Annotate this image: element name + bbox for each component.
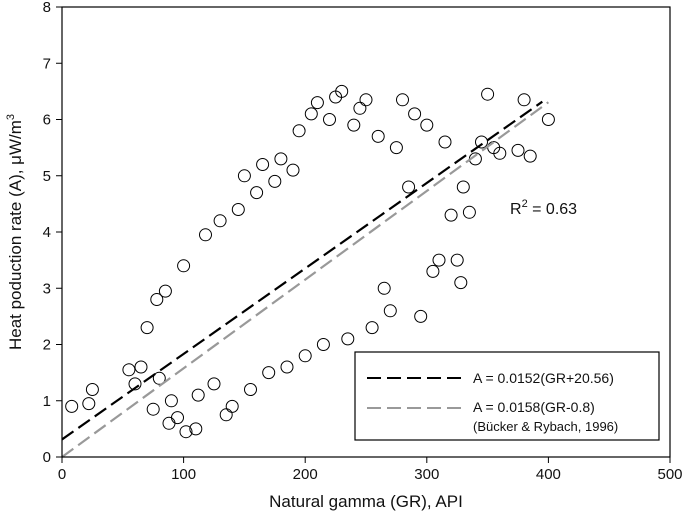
x-tick-label: 0: [58, 466, 66, 483]
x-tick-label: 300: [414, 466, 439, 483]
r-squared-annotation: R2 = 0.63: [510, 198, 577, 218]
data-point: [408, 107, 422, 121]
fit-line-gray: [61, 101, 550, 458]
data-point: [511, 143, 525, 157]
data-point: [541, 113, 555, 126]
data-point: [365, 321, 379, 335]
data-point: [310, 96, 324, 110]
data-point: [150, 293, 164, 306]
y-tick-label: 1: [43, 393, 51, 410]
y-tick-label: 5: [43, 168, 51, 185]
data-point: [179, 425, 193, 439]
data-point: [268, 174, 282, 188]
data-point: [359, 93, 373, 107]
legend-label-gray-note: (Bücker & Rybach, 1996): [473, 419, 618, 434]
data-point: [389, 141, 403, 155]
data-point: [225, 399, 239, 413]
data-point: [146, 402, 160, 416]
data-point: [199, 228, 212, 242]
data-point: [316, 338, 330, 351]
y-tick-label: 8: [43, 0, 51, 16]
data-point: [456, 180, 470, 194]
data-point: [280, 360, 294, 374]
data-point: [134, 360, 148, 374]
x-tick-label: 500: [657, 466, 682, 483]
regression-lines: [61, 100, 550, 458]
data-point: [171, 411, 184, 425]
data-point: [164, 394, 178, 408]
data-point: [213, 214, 227, 228]
data-point: [191, 388, 205, 402]
data-point: [341, 332, 355, 346]
y-axis-title: Heat poduction rate (A), μW/m3: [5, 114, 25, 350]
data-point: [177, 259, 191, 273]
y-tick-label: 3: [43, 280, 51, 297]
data-point: [371, 129, 385, 143]
data-point: [152, 371, 166, 385]
data-point: [158, 284, 172, 298]
fit-line-black: [61, 100, 543, 441]
data-point: [85, 383, 99, 396]
x-axis: 0 100 200 300 400 500: [58, 457, 683, 483]
data-point: [237, 169, 251, 183]
legend-label-gray: A = 0.0158(GR-0.8): [473, 399, 595, 415]
y-tick-label: 6: [43, 112, 51, 129]
data-point: [481, 87, 495, 101]
data-point: [432, 253, 446, 267]
data-point: [347, 118, 361, 132]
data-point: [454, 276, 468, 290]
data-point: [377, 281, 391, 295]
data-points: [65, 84, 555, 439]
data-point: [122, 363, 136, 377]
data-point: [438, 135, 452, 149]
data-point: [402, 180, 416, 194]
data-point: [244, 383, 257, 396]
x-tick-label: 400: [536, 466, 561, 483]
data-point: [462, 205, 476, 219]
y-tick-label: 2: [43, 337, 51, 354]
x-tick-label: 100: [171, 466, 196, 483]
x-tick-label: 200: [293, 466, 318, 483]
data-point: [140, 321, 154, 335]
legend-box: [354, 351, 660, 441]
data-point: [323, 113, 336, 126]
data-point: [128, 377, 142, 391]
data-point: [250, 186, 264, 200]
data-point: [304, 107, 318, 121]
data-point: [231, 203, 245, 216]
y-tick-label: 7: [43, 55, 51, 72]
data-point: [207, 377, 221, 391]
data-point: [420, 118, 434, 132]
data-point: [298, 349, 312, 363]
data-point: [286, 163, 300, 177]
data-point: [396, 93, 409, 107]
data-point: [383, 304, 397, 318]
data-point: [256, 158, 270, 171]
data-point: [82, 397, 96, 411]
y-axis: 0 1 2 3 4 5 6 7 8: [43, 0, 62, 466]
data-point: [450, 253, 464, 267]
y-tick-label: 0: [43, 449, 51, 466]
y-tick-label: 4: [43, 224, 51, 241]
data-point: [444, 208, 458, 222]
data-point: [189, 422, 203, 436]
data-point: [493, 146, 507, 160]
data-point: [262, 366, 276, 380]
legend-label-black: A = 0.0152(GR+20.56): [473, 370, 614, 386]
data-point: [292, 124, 306, 138]
legend: A = 0.0152(GR+20.56) A = 0.0158(GR-0.8) …: [354, 351, 660, 441]
x-axis-title: Natural gamma (GR), API: [269, 492, 463, 511]
data-point: [274, 152, 288, 166]
data-point: [475, 135, 488, 149]
data-point: [65, 399, 79, 413]
data-point: [353, 101, 367, 115]
data-point: [517, 93, 531, 107]
data-point: [426, 264, 440, 278]
data-point: [523, 149, 537, 163]
data-point: [414, 309, 428, 323]
data-point: [335, 84, 349, 98]
